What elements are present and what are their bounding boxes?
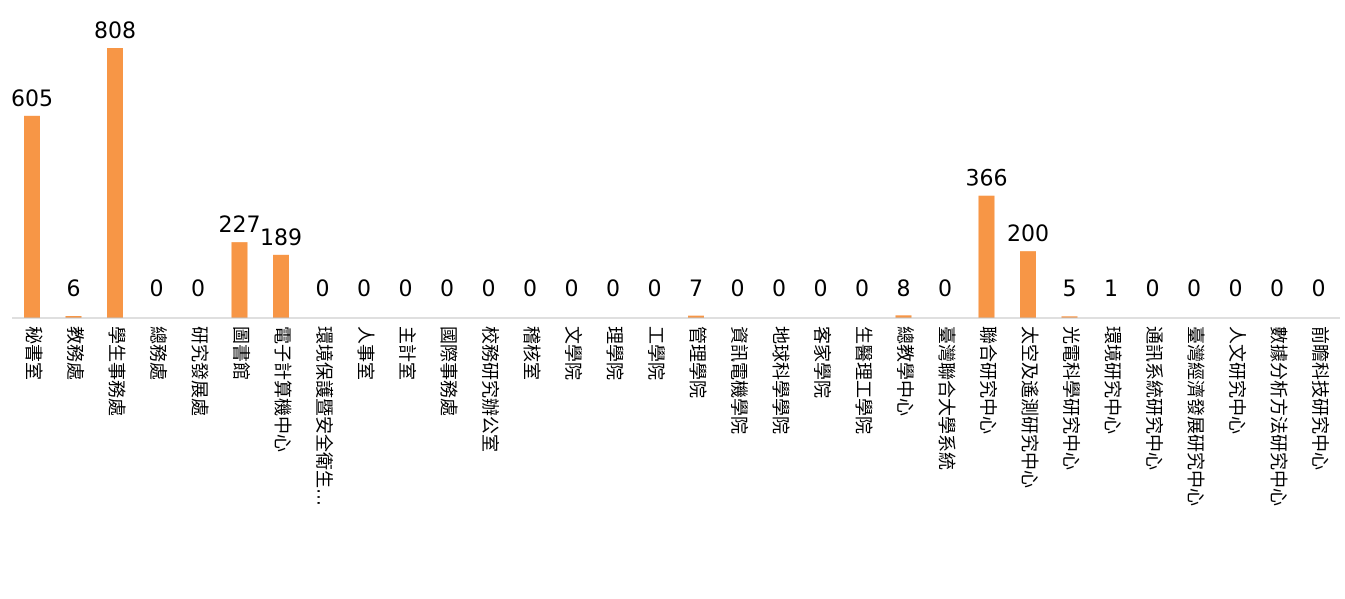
- category-label: 電子計算機中心: [271, 326, 292, 452]
- data-label: 0: [772, 277, 786, 302]
- data-label: 0: [1187, 277, 1201, 302]
- category-labels-group: 秘書室 教務處 學生事務處 總務處 研究發展處 圖書館 電子計算機中心 環境保護暨安全衛生… 人…: [22, 326, 1330, 506]
- category-label: 總務處: [147, 326, 168, 380]
- category-label: 環境研究中心: [1101, 326, 1122, 434]
- category-label: 教務處: [64, 326, 85, 380]
- bar: [979, 196, 995, 318]
- data-label: 808: [94, 19, 136, 44]
- data-label: 0: [731, 277, 745, 302]
- category-label: 國際事務處: [437, 326, 458, 416]
- data-label: 0: [565, 277, 579, 302]
- data-label: 1: [1104, 277, 1118, 302]
- data-label: 8: [897, 277, 911, 302]
- data-label: 0: [1270, 277, 1284, 302]
- data-label: 0: [440, 277, 454, 302]
- data-label: 0: [1229, 277, 1243, 302]
- data-label: 5: [1063, 277, 1077, 302]
- data-label: 0: [814, 277, 828, 302]
- data-label: 189: [260, 226, 302, 251]
- category-label: 學生事務處: [105, 326, 126, 416]
- category-label: 臺灣聯合大學系統: [935, 326, 956, 470]
- category-label: 太空及遙測研究中心: [1018, 326, 1039, 488]
- category-label: 聯合研究中心: [977, 326, 998, 434]
- category-label: 校務研究辦公室: [479, 326, 500, 452]
- data-label: 0: [1146, 277, 1160, 302]
- category-label: 資訊電機學院: [728, 326, 749, 434]
- data-label: 7: [689, 277, 703, 302]
- data-label: 0: [399, 277, 413, 302]
- data-label: 227: [219, 213, 261, 238]
- data-label: 0: [523, 277, 537, 302]
- data-label: 366: [966, 167, 1008, 192]
- data-label: 0: [482, 277, 496, 302]
- category-label: 秘書室: [22, 326, 43, 380]
- category-label: 工學院: [645, 326, 666, 380]
- category-label: 臺灣經濟發展研究中心: [1184, 326, 1205, 506]
- data-label: 0: [316, 277, 330, 302]
- data-label: 0: [357, 277, 371, 302]
- category-label: 通訊系統研究中心: [1143, 326, 1164, 470]
- data-label: 0: [606, 277, 620, 302]
- category-label: 主計室: [396, 326, 417, 380]
- bar: [273, 255, 289, 318]
- category-label: 光電科學研究中心: [1060, 326, 1081, 470]
- data-label: 0: [855, 277, 869, 302]
- bar: [232, 242, 248, 318]
- category-label: 地球科學學院: [769, 326, 790, 434]
- data-label: 0: [150, 277, 164, 302]
- category-label: 理學院: [603, 326, 624, 380]
- category-label: 數據分析方法研究中心: [1267, 326, 1288, 506]
- category-label: 總教學中心: [894, 326, 915, 416]
- category-label: 人事室: [354, 326, 375, 380]
- category-label: 研究發展處: [188, 326, 209, 416]
- category-label: 管理學院: [686, 326, 707, 398]
- bar: [1020, 251, 1036, 318]
- data-label: 6: [67, 277, 81, 302]
- data-label: 605: [11, 87, 53, 112]
- category-label: 人文研究中心: [1226, 326, 1247, 434]
- data-label: 0: [648, 277, 662, 302]
- data-label: 200: [1007, 222, 1049, 247]
- category-label: 稽核室: [520, 326, 541, 380]
- category-label: 生醫理工學院: [852, 326, 873, 434]
- category-label: 環境保護暨安全衛生…: [313, 326, 334, 506]
- category-label: 客家學院: [811, 326, 832, 398]
- bar: [107, 48, 123, 318]
- data-label: 0: [938, 277, 952, 302]
- data-label: 0: [1312, 277, 1326, 302]
- category-label: 文學院: [562, 326, 583, 380]
- category-label: 圖書館: [230, 326, 251, 380]
- bar: [24, 116, 40, 318]
- data-label: 0: [191, 277, 205, 302]
- category-label: 前瞻科技研究中心: [1309, 326, 1330, 470]
